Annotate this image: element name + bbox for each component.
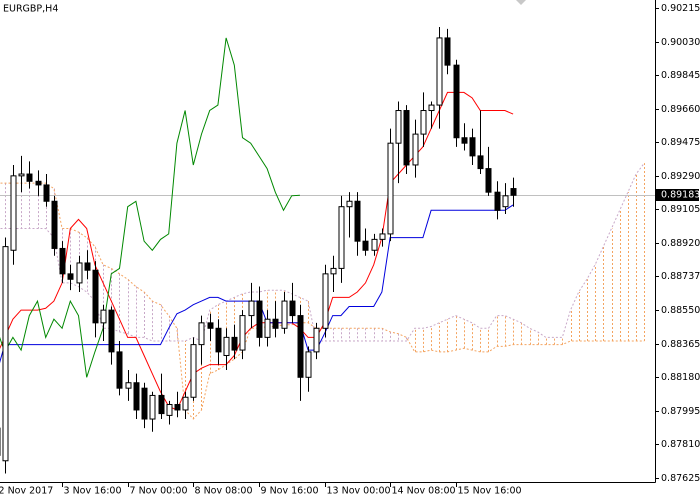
y-tick-label: 0.90215 (661, 3, 700, 14)
candle-body (2, 246, 9, 462)
candle-body (26, 173, 33, 182)
candle-body (10, 175, 17, 251)
candle-body (18, 173, 25, 177)
chart-title: EURGBP,H4 (3, 4, 58, 15)
candle-body (84, 262, 91, 271)
candle-body (125, 382, 132, 389)
candle-body (461, 137, 468, 144)
candle-body (403, 110, 410, 166)
candle-body (281, 300, 288, 329)
x-tick-label: 9 Nov 16:00 (261, 486, 319, 497)
candle-body (354, 200, 361, 242)
y-tick-label: 0.87810 (661, 439, 700, 450)
candle-body (436, 37, 443, 106)
candle-body (412, 133, 419, 166)
candle-body (330, 267, 337, 275)
candle-body (338, 206, 345, 269)
candle-body (116, 351, 123, 389)
candle-body (158, 394, 165, 415)
x-tick-label: 2 Nov 2017 (0, 486, 53, 497)
plot-area (0, 27, 655, 474)
candle-body (510, 188, 517, 196)
candle-body (67, 273, 74, 280)
x-tick-label: 14 Nov 08:00 (392, 486, 456, 497)
candle-body (76, 262, 83, 284)
candle-body (428, 104, 435, 112)
candle-body (272, 318, 279, 329)
candle-body (444, 37, 451, 66)
y-tick-label: 0.90030 (661, 37, 700, 48)
candle-body (387, 142, 394, 235)
current-price-label: 0.89183 (661, 190, 700, 201)
indicator-line (0, 91, 514, 411)
candle-body (305, 351, 312, 378)
candle-body (198, 322, 205, 346)
y-tick-label: 0.89105 (661, 204, 700, 215)
y-tick-label: 0.88920 (661, 238, 700, 249)
candle-body (469, 137, 476, 157)
x-tick-label: 8 Nov 08:00 (195, 486, 253, 497)
y-tick-label: 0.89290 (661, 171, 700, 182)
candle-body (289, 300, 296, 317)
candle-body (108, 309, 115, 353)
y-tick-label: 0.89660 (661, 104, 700, 115)
candle-body (149, 394, 156, 420)
candle-body (420, 110, 427, 135)
candle-body (174, 404, 181, 411)
candle-body (297, 315, 304, 378)
x-tick-label: 3 Nov 16:00 (64, 486, 122, 497)
y-tick-label: 0.87625 (661, 473, 700, 484)
candle-body (239, 315, 246, 351)
candle-body (395, 110, 402, 144)
candle-body (190, 344, 197, 398)
candle-body (494, 191, 501, 211)
candle-body (322, 273, 329, 329)
y-tick-label: 0.87995 (661, 406, 700, 417)
indicator-line (0, 37, 300, 378)
candle-body (502, 195, 509, 208)
y-tick-label: 0.89475 (661, 137, 700, 148)
cloud-span (0, 162, 645, 342)
cloud-span (0, 182, 645, 420)
candle-body (182, 396, 189, 411)
candle-body (43, 184, 50, 202)
y-tick-label: 0.88180 (661, 372, 700, 383)
candle-body (92, 269, 99, 324)
candle-body (371, 238, 378, 251)
candle-body (59, 247, 66, 275)
y-tick-label: 0.89845 (661, 70, 700, 81)
candle-body (141, 387, 148, 420)
candle-body (485, 168, 492, 193)
shift-marker (516, 0, 526, 5)
candle-body (35, 180, 42, 186)
candle-body (362, 240, 369, 251)
candle-body (248, 300, 255, 317)
candle-body (133, 382, 140, 411)
candle-body (256, 300, 263, 338)
candle-body (51, 200, 58, 249)
candle-body (379, 233, 386, 240)
candle-body (313, 327, 320, 353)
candle-body (264, 318, 271, 338)
candle-body (231, 336, 238, 351)
candle-body (207, 322, 214, 329)
candle-body (223, 336, 230, 357)
candle-body (215, 327, 222, 353)
candle-body (166, 404, 173, 416)
x-tick-label: 15 Nov 16:00 (458, 486, 522, 497)
x-tick-label: 7 Nov 00:00 (130, 486, 188, 497)
candle-body (346, 200, 353, 208)
y-tick-label: 0.88365 (661, 339, 700, 350)
candle-body (100, 309, 107, 324)
y-tick-label: 0.88737 (661, 271, 700, 282)
current-price-tag (656, 189, 699, 201)
candle-body (453, 64, 460, 139)
candle-body (477, 155, 484, 170)
x-tick-label: 13 Nov 00:00 (327, 486, 391, 497)
y-tick-label: 0.88550 (661, 305, 700, 316)
